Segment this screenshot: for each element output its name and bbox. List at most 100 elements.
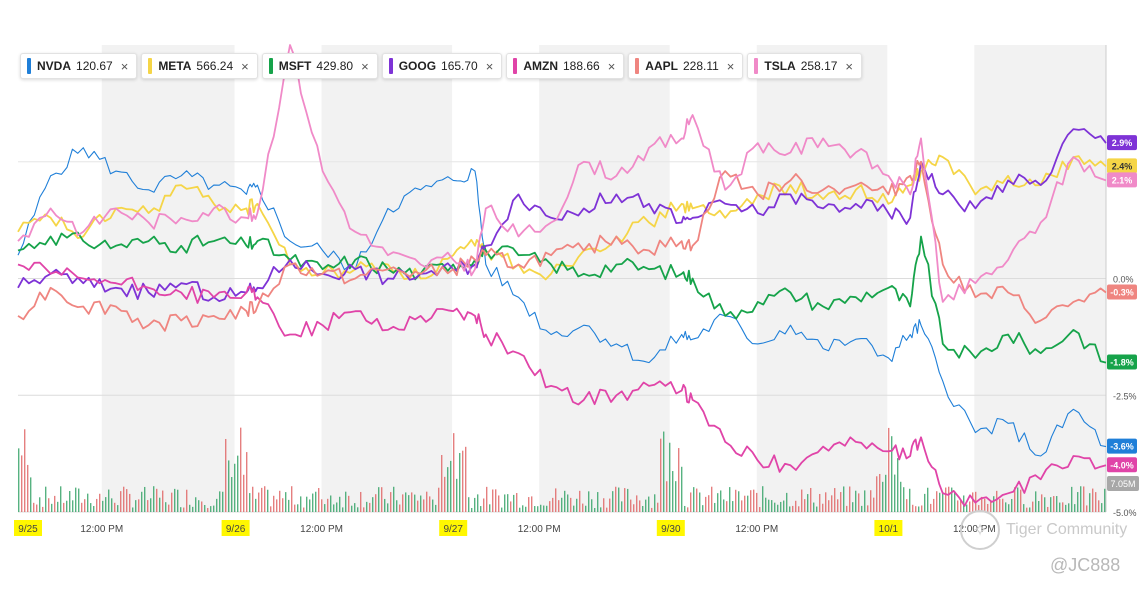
x-tick-highlight	[221, 520, 250, 536]
volume-bar	[243, 474, 245, 512]
volume-bar	[453, 433, 455, 512]
volume-bar	[123, 486, 125, 512]
volume-bar	[981, 496, 983, 512]
legend-chip-tsla[interactable]: TSLA 258.17 ×	[747, 53, 863, 79]
volume-bar	[960, 500, 962, 512]
close-icon[interactable]: ×	[241, 58, 249, 74]
volume-bar	[831, 495, 833, 512]
volume-bar	[120, 491, 122, 512]
legend-chip-aapl[interactable]: AAPL 228.11 ×	[628, 53, 744, 79]
volume-bar	[1044, 497, 1046, 512]
volume-bar	[717, 493, 719, 512]
close-icon[interactable]: ×	[845, 58, 854, 74]
volume-bar	[648, 496, 650, 512]
volume-bar	[567, 494, 569, 512]
volume-bar	[390, 492, 392, 512]
volume-bar	[405, 492, 407, 512]
volume-bar	[1008, 504, 1010, 512]
volume-bar	[573, 505, 575, 512]
volume-bar	[36, 504, 38, 512]
volume-bar	[813, 502, 815, 512]
volume-bar	[324, 504, 326, 512]
volume-bar	[84, 499, 86, 512]
volume-bar	[924, 493, 926, 512]
volume-bar	[351, 505, 353, 512]
volume-bar	[732, 501, 734, 512]
close-icon[interactable]: ×	[361, 58, 369, 74]
volume-bar	[117, 505, 119, 512]
legend-chip-goog[interactable]: GOOG 165.70 ×	[381, 53, 503, 79]
volume-bar	[333, 504, 335, 512]
volume-bar	[558, 500, 560, 512]
volume-bar	[69, 490, 71, 512]
volume-bar	[477, 494, 479, 512]
volume-bar	[426, 491, 428, 512]
svg-text:-3.6%: -3.6%	[1110, 442, 1134, 452]
volume-bar	[747, 495, 749, 512]
close-icon[interactable]: ×	[120, 58, 129, 74]
volume-bar	[468, 497, 470, 512]
volume-bar	[576, 498, 578, 512]
volume-bar	[837, 499, 839, 512]
legend-chip-msft[interactable]: MSFT 429.80 ×	[261, 53, 378, 79]
volume-bar	[330, 495, 332, 512]
volume-bar	[954, 491, 956, 512]
volume-bar	[339, 496, 341, 512]
close-icon[interactable]: ×	[607, 58, 616, 74]
volume-bar	[66, 500, 68, 512]
volume-bar	[39, 497, 41, 512]
volume-bar	[579, 490, 581, 512]
volume-bar	[144, 486, 146, 512]
y-tick-label: -2.5%	[1113, 391, 1137, 401]
legend-chip-nvda[interactable]: NVDA 120.67 ×	[20, 53, 138, 79]
volume-bar	[423, 499, 425, 512]
volume-bar	[1032, 501, 1034, 512]
volume-bar	[249, 493, 251, 512]
volume-bar	[225, 438, 227, 512]
volume-bar	[1077, 492, 1079, 512]
svg-text:2.4%: 2.4%	[1112, 161, 1133, 171]
volume-bar	[777, 504, 779, 512]
volume-bar	[939, 492, 941, 512]
volume-bar	[894, 474, 896, 512]
x-tick-highlight	[656, 520, 685, 536]
volume-bar	[87, 493, 89, 512]
volume-bar	[354, 503, 356, 512]
volume-bar	[444, 476, 446, 512]
volume-bar	[903, 487, 905, 512]
volume-bar	[375, 494, 377, 512]
close-icon[interactable]: ×	[485, 58, 494, 74]
volume-bar	[18, 448, 20, 512]
x-tick-label: 12:00 PM	[518, 524, 561, 535]
volume-bar	[690, 492, 692, 512]
volume-bar	[681, 466, 683, 512]
volume-bar	[162, 490, 164, 512]
volume-bar	[549, 501, 551, 512]
svg-text:2.1%: 2.1%	[1112, 175, 1133, 185]
volume-bar	[78, 488, 80, 512]
volume-bar	[411, 492, 413, 512]
volume-bar	[714, 502, 716, 512]
volume-bar	[51, 503, 53, 512]
volume-bar	[156, 488, 158, 512]
volume-bar	[642, 505, 644, 512]
volume-bar	[147, 500, 149, 512]
volume-bar	[834, 488, 836, 512]
close-icon[interactable]: ×	[726, 58, 735, 74]
volume-bar	[663, 431, 665, 512]
volume-bar	[660, 438, 662, 512]
end-label-tsla: 2.1%	[1107, 172, 1137, 188]
volume-bar	[795, 500, 797, 512]
volume-bar	[609, 498, 611, 512]
volume-bar	[174, 488, 176, 512]
volume-bar	[552, 497, 554, 512]
volume-bar	[168, 504, 170, 512]
volume-bar	[846, 505, 848, 512]
volume-bar	[114, 502, 116, 512]
legend-chip-amzn[interactable]: AMZN 188.66 ×	[506, 53, 625, 79]
svg-text:-0.3%: -0.3%	[1110, 288, 1134, 298]
volume-bar	[1053, 496, 1055, 512]
volume-bar	[255, 498, 257, 512]
volume-bar	[669, 442, 671, 512]
legend-chip-meta[interactable]: META 566.24 ×	[141, 53, 258, 79]
